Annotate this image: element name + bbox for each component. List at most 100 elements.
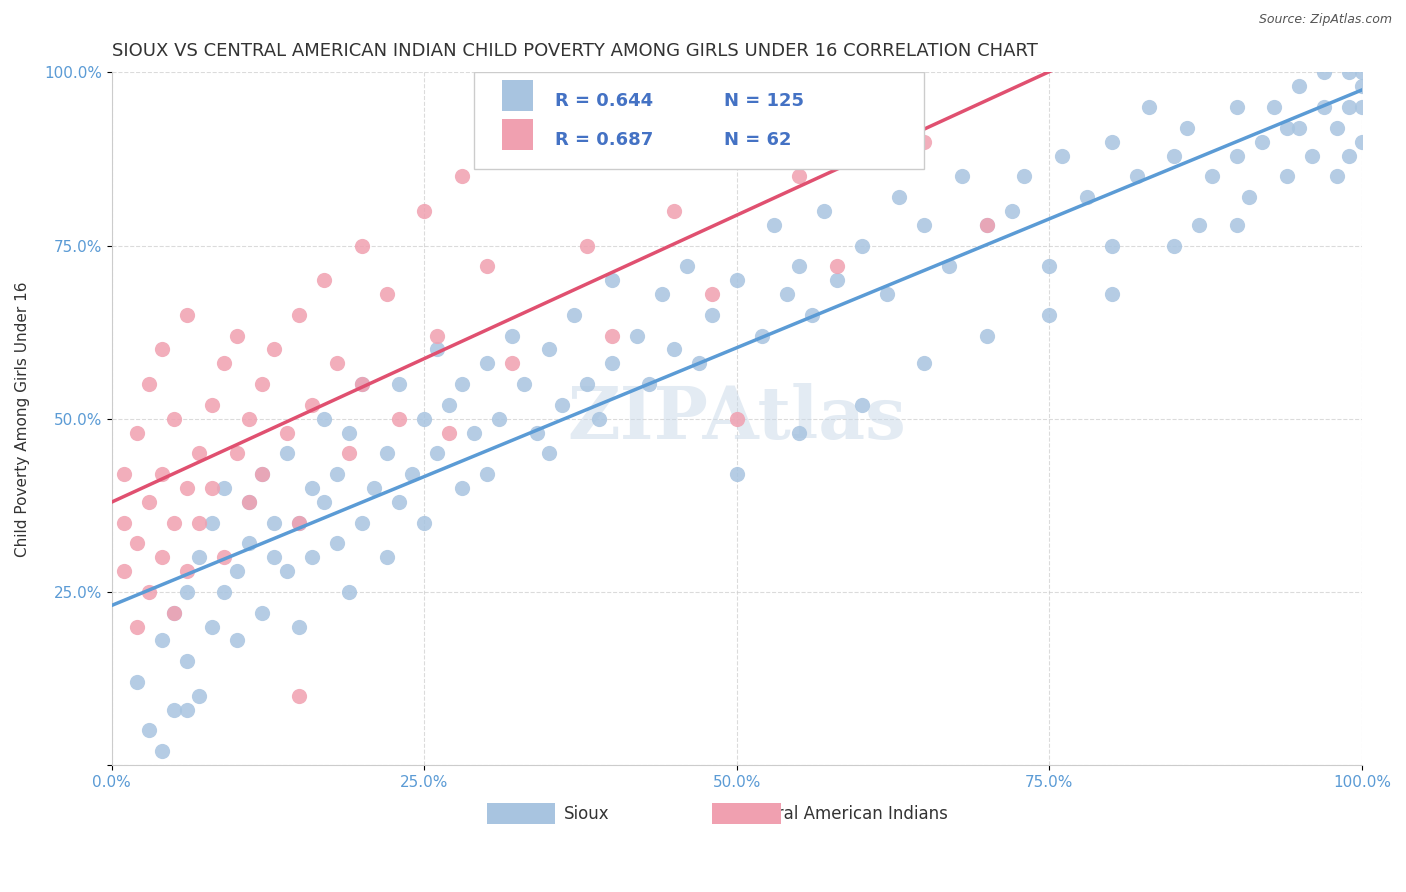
Point: [337, 425, 360, 440]
Point: [575, 377, 598, 392]
Point: [125, 425, 148, 440]
Point: [851, 79, 873, 94]
Point: [1226, 100, 1249, 114]
Point: [638, 135, 661, 149]
Point: [889, 190, 911, 204]
FancyBboxPatch shape: [474, 72, 924, 169]
Point: [1288, 79, 1310, 94]
Point: [700, 287, 723, 301]
Point: [337, 585, 360, 599]
Point: [150, 467, 173, 482]
Point: [250, 467, 273, 482]
Text: SIOUX VS CENTRAL AMERICAN INDIAN CHILD POVERTY AMONG GIRLS UNDER 16 CORRELATION : SIOUX VS CENTRAL AMERICAN INDIAN CHILD P…: [111, 42, 1038, 60]
Point: [375, 550, 398, 565]
Text: R = 0.687: R = 0.687: [555, 130, 654, 149]
Point: [150, 550, 173, 565]
Point: [763, 218, 786, 232]
Point: [1313, 100, 1336, 114]
Point: [1339, 100, 1361, 114]
Point: [626, 328, 648, 343]
Point: [163, 703, 186, 717]
Point: [700, 308, 723, 322]
Point: [238, 495, 260, 509]
Point: [375, 446, 398, 460]
Point: [350, 377, 373, 392]
Point: [912, 356, 935, 370]
Text: ZIPAtlas: ZIPAtlas: [568, 384, 907, 454]
Point: [751, 100, 773, 114]
Point: [1139, 100, 1161, 114]
FancyBboxPatch shape: [502, 119, 533, 150]
Point: [1038, 260, 1060, 274]
Point: [501, 356, 523, 370]
Point: [150, 744, 173, 758]
Point: [976, 218, 998, 232]
Point: [1101, 238, 1123, 252]
Point: [337, 446, 360, 460]
Point: [426, 328, 449, 343]
Point: [475, 260, 498, 274]
Point: [201, 619, 224, 633]
Point: [1351, 79, 1374, 94]
Point: [138, 723, 160, 738]
Point: [488, 411, 510, 425]
Point: [600, 356, 623, 370]
Point: [1163, 238, 1185, 252]
Point: [125, 675, 148, 690]
Point: [176, 654, 198, 668]
Point: [225, 446, 247, 460]
Point: [562, 308, 585, 322]
Text: R = 0.644: R = 0.644: [555, 92, 654, 110]
Point: [125, 619, 148, 633]
Point: [325, 356, 347, 370]
Point: [163, 606, 186, 620]
Point: [800, 308, 823, 322]
Point: [201, 398, 224, 412]
Text: N = 125: N = 125: [724, 92, 804, 110]
Point: [1351, 100, 1374, 114]
Point: [176, 481, 198, 495]
Point: [163, 606, 186, 620]
Text: Central American Indians: Central American Indians: [738, 805, 948, 822]
Point: [388, 377, 411, 392]
Point: [912, 218, 935, 232]
Point: [475, 356, 498, 370]
Point: [725, 273, 748, 287]
Point: [513, 377, 536, 392]
Point: [1239, 190, 1261, 204]
Point: [125, 536, 148, 550]
Point: [1326, 169, 1348, 184]
Point: [1188, 218, 1211, 232]
Point: [1175, 120, 1198, 135]
Point: [651, 287, 673, 301]
Point: [1038, 308, 1060, 322]
Point: [288, 516, 311, 530]
Point: [437, 425, 460, 440]
Point: [1014, 169, 1036, 184]
Point: [263, 343, 285, 357]
Point: [1050, 148, 1073, 162]
Point: [350, 377, 373, 392]
Point: [188, 689, 211, 703]
Point: [163, 411, 186, 425]
Point: [1126, 169, 1149, 184]
Point: [176, 703, 198, 717]
Point: [475, 467, 498, 482]
Point: [212, 481, 235, 495]
Point: [176, 308, 198, 322]
Point: [150, 343, 173, 357]
Point: [401, 467, 423, 482]
Point: [976, 218, 998, 232]
FancyBboxPatch shape: [486, 803, 555, 824]
Point: [288, 689, 311, 703]
Point: [1076, 190, 1098, 204]
Point: [238, 411, 260, 425]
Point: [212, 585, 235, 599]
Point: [1275, 169, 1298, 184]
Text: Source: ZipAtlas.com: Source: ZipAtlas.com: [1258, 13, 1392, 27]
Point: [876, 287, 898, 301]
Point: [250, 377, 273, 392]
Point: [501, 328, 523, 343]
Point: [851, 238, 873, 252]
Point: [112, 516, 135, 530]
